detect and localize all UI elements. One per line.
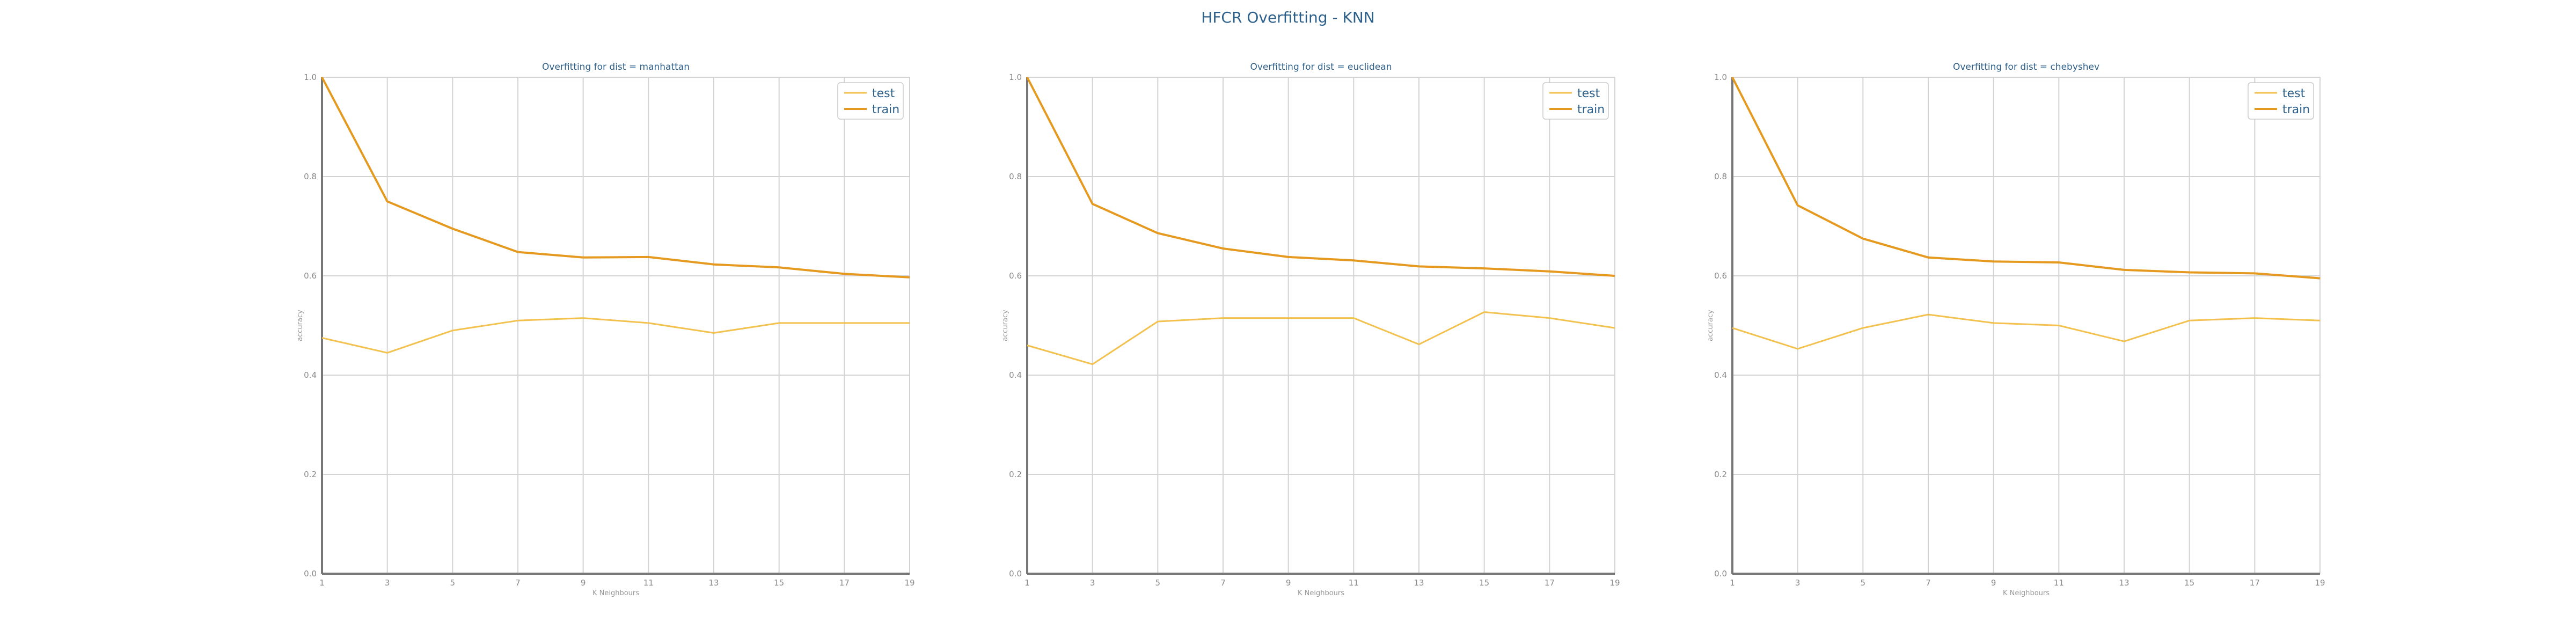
chart-title: Overfitting for dist = chebyshev bbox=[1953, 62, 2099, 72]
x-tick-label: 17 bbox=[839, 578, 850, 588]
x-axis-label: K Neighbours bbox=[1298, 589, 1344, 597]
series-line-test bbox=[1732, 313, 2321, 350]
series-line-test bbox=[321, 317, 910, 354]
x-tick-label: 13 bbox=[2119, 578, 2129, 588]
y-tick-label: 0.6 bbox=[1714, 271, 1727, 281]
y-axis-label: accuracy bbox=[1001, 310, 1009, 341]
y-tick-label: 0.8 bbox=[1714, 172, 1727, 181]
plot-area bbox=[1027, 77, 1615, 574]
x-tick-label: 1 bbox=[1024, 578, 1030, 588]
legend-label-test: test bbox=[2282, 87, 2306, 100]
x-tick-label: 11 bbox=[643, 578, 654, 588]
plot-area bbox=[321, 77, 910, 574]
y-axis-label: accuracy bbox=[296, 310, 304, 341]
x-tick-label: 1 bbox=[1730, 578, 1735, 588]
y-tick-label: 0.6 bbox=[1009, 271, 1022, 281]
y-tick-label: 1.0 bbox=[304, 72, 317, 82]
legend-label-train: train bbox=[1577, 103, 1605, 116]
y-tick-label: 0.0 bbox=[304, 569, 317, 579]
y-tick-label: 0.0 bbox=[1714, 569, 1727, 579]
series-line-test bbox=[1027, 311, 1615, 365]
x-tick-label: 11 bbox=[1349, 578, 1359, 588]
legend-label-test: test bbox=[1577, 87, 1600, 100]
x-tick-label: 19 bbox=[904, 578, 914, 588]
legend: test train bbox=[837, 82, 904, 120]
x-axis-label: K Neighbours bbox=[2003, 589, 2050, 597]
x-tick-label: 9 bbox=[1991, 578, 1996, 588]
y-tick-label: 0.8 bbox=[1009, 172, 1022, 181]
y-tick-label: 0.2 bbox=[1714, 470, 1727, 479]
chart-title: Overfitting for dist = euclidean bbox=[1250, 62, 1392, 72]
legend-label-train: train bbox=[872, 103, 899, 116]
x-tick-label: 3 bbox=[385, 578, 390, 588]
series-line-train bbox=[1731, 77, 2321, 280]
x-axis-label: K Neighbours bbox=[592, 589, 639, 597]
y-axis-label: accuracy bbox=[1707, 310, 1715, 341]
x-tick-label: 5 bbox=[1155, 578, 1161, 588]
x-tick-label: 7 bbox=[515, 578, 521, 588]
legend: test train bbox=[2248, 82, 2314, 120]
chart-panel-3: 1 3 5 7 9 11 13 15 17 190.00.20.40.60.81.0K Neigh… bbox=[1707, 62, 2325, 597]
x-tick-label: 13 bbox=[708, 578, 719, 588]
x-tick-label: 19 bbox=[1609, 578, 1620, 588]
chart-title: Overfitting for dist = manhattan bbox=[542, 62, 690, 72]
y-tick-label: 0.4 bbox=[304, 370, 317, 380]
y-tick-label: 1.0 bbox=[1009, 72, 1022, 82]
y-tick-label: 0.8 bbox=[304, 172, 317, 181]
x-tick-label: 11 bbox=[2054, 578, 2064, 588]
x-tick-label: 7 bbox=[1220, 578, 1226, 588]
x-tick-label: 19 bbox=[2315, 578, 2325, 588]
x-tick-label: 3 bbox=[1090, 578, 1095, 588]
legend-label-test: test bbox=[872, 87, 895, 100]
x-tick-label: 9 bbox=[581, 578, 586, 588]
chart-panel-2: 1 3 5 7 9 11 13 15 17 190.00.20.40.60.81.0K Neigh… bbox=[1001, 62, 1620, 597]
series-line-train bbox=[1026, 77, 1615, 277]
x-tick-label: 5 bbox=[450, 578, 456, 588]
x-tick-label: 3 bbox=[1795, 578, 1801, 588]
y-tick-label: 0.4 bbox=[1009, 370, 1022, 380]
y-tick-label: 0.2 bbox=[1009, 470, 1022, 479]
x-tick-label: 5 bbox=[1861, 578, 1866, 588]
x-tick-label: 13 bbox=[1414, 578, 1424, 588]
plot-area bbox=[1732, 77, 2321, 574]
x-tick-label: 15 bbox=[2184, 578, 2194, 588]
x-tick-label: 17 bbox=[1545, 578, 1555, 588]
x-tick-label: 17 bbox=[2250, 578, 2260, 588]
y-tick-label: 0.0 bbox=[1009, 569, 1022, 579]
legend-label-train: train bbox=[2282, 103, 2310, 116]
x-tick-label: 15 bbox=[1479, 578, 1489, 588]
x-tick-label: 9 bbox=[1286, 578, 1291, 588]
y-tick-label: 1.0 bbox=[1714, 72, 1727, 82]
chart-panel-1: 1 3 5 7 9 11 13 15 17 190.00.20.40.60.81.0K Neigh… bbox=[296, 62, 915, 597]
x-tick-label: 1 bbox=[319, 578, 325, 588]
y-tick-label: 0.6 bbox=[304, 271, 317, 281]
y-tick-label: 0.4 bbox=[1714, 370, 1727, 380]
figure-title: HFCR Overfitting - KNN bbox=[1201, 9, 1374, 26]
x-tick-label: 15 bbox=[774, 578, 784, 588]
legend: test train bbox=[1542, 82, 1609, 120]
y-tick-label: 0.2 bbox=[304, 470, 317, 479]
series-line-train bbox=[321, 77, 910, 279]
x-tick-label: 7 bbox=[1926, 578, 1931, 588]
